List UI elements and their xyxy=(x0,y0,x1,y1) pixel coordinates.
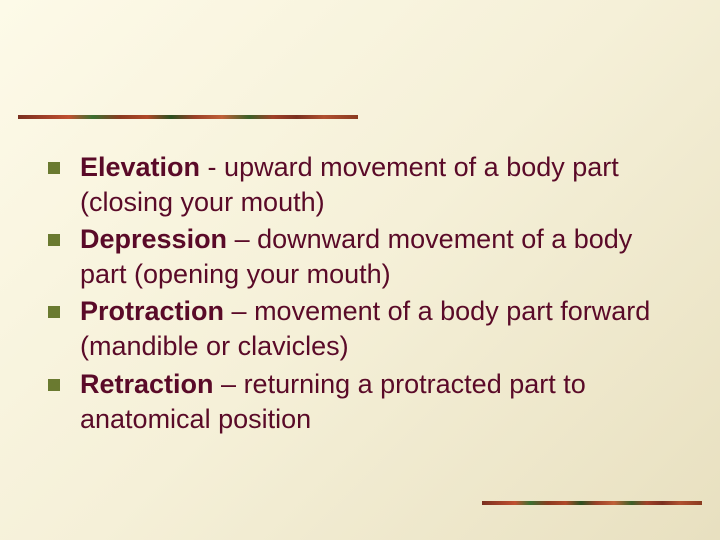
term: Retraction xyxy=(80,369,214,399)
decorative-line-bottom xyxy=(482,501,702,505)
slide-content: Elevation - upward movement of a body pa… xyxy=(48,150,680,439)
separator: – xyxy=(227,224,257,254)
bullet-icon xyxy=(48,234,60,246)
term: Depression xyxy=(80,224,227,254)
list-item-text: Protraction – movement of a body part fo… xyxy=(80,294,680,364)
list-item: Depression – downward movement of a body… xyxy=(48,222,680,292)
decorative-line-top xyxy=(18,115,358,119)
list-item-text: Depression – downward movement of a body… xyxy=(80,222,680,292)
term: Elevation xyxy=(80,152,200,182)
bullet-icon xyxy=(48,306,60,318)
separator: - xyxy=(200,152,224,182)
list-item-text: Elevation - upward movement of a body pa… xyxy=(80,150,680,220)
list-item: Protraction – movement of a body part fo… xyxy=(48,294,680,364)
list-item: Elevation - upward movement of a body pa… xyxy=(48,150,680,220)
separator: – xyxy=(214,369,244,399)
list-item-text: Retraction – returning a protracted part… xyxy=(80,367,680,437)
term: Protraction xyxy=(80,296,224,326)
separator: – xyxy=(224,296,254,326)
bullet-icon xyxy=(48,379,60,391)
list-item: Retraction – returning a protracted part… xyxy=(48,367,680,437)
bullet-icon xyxy=(48,162,60,174)
